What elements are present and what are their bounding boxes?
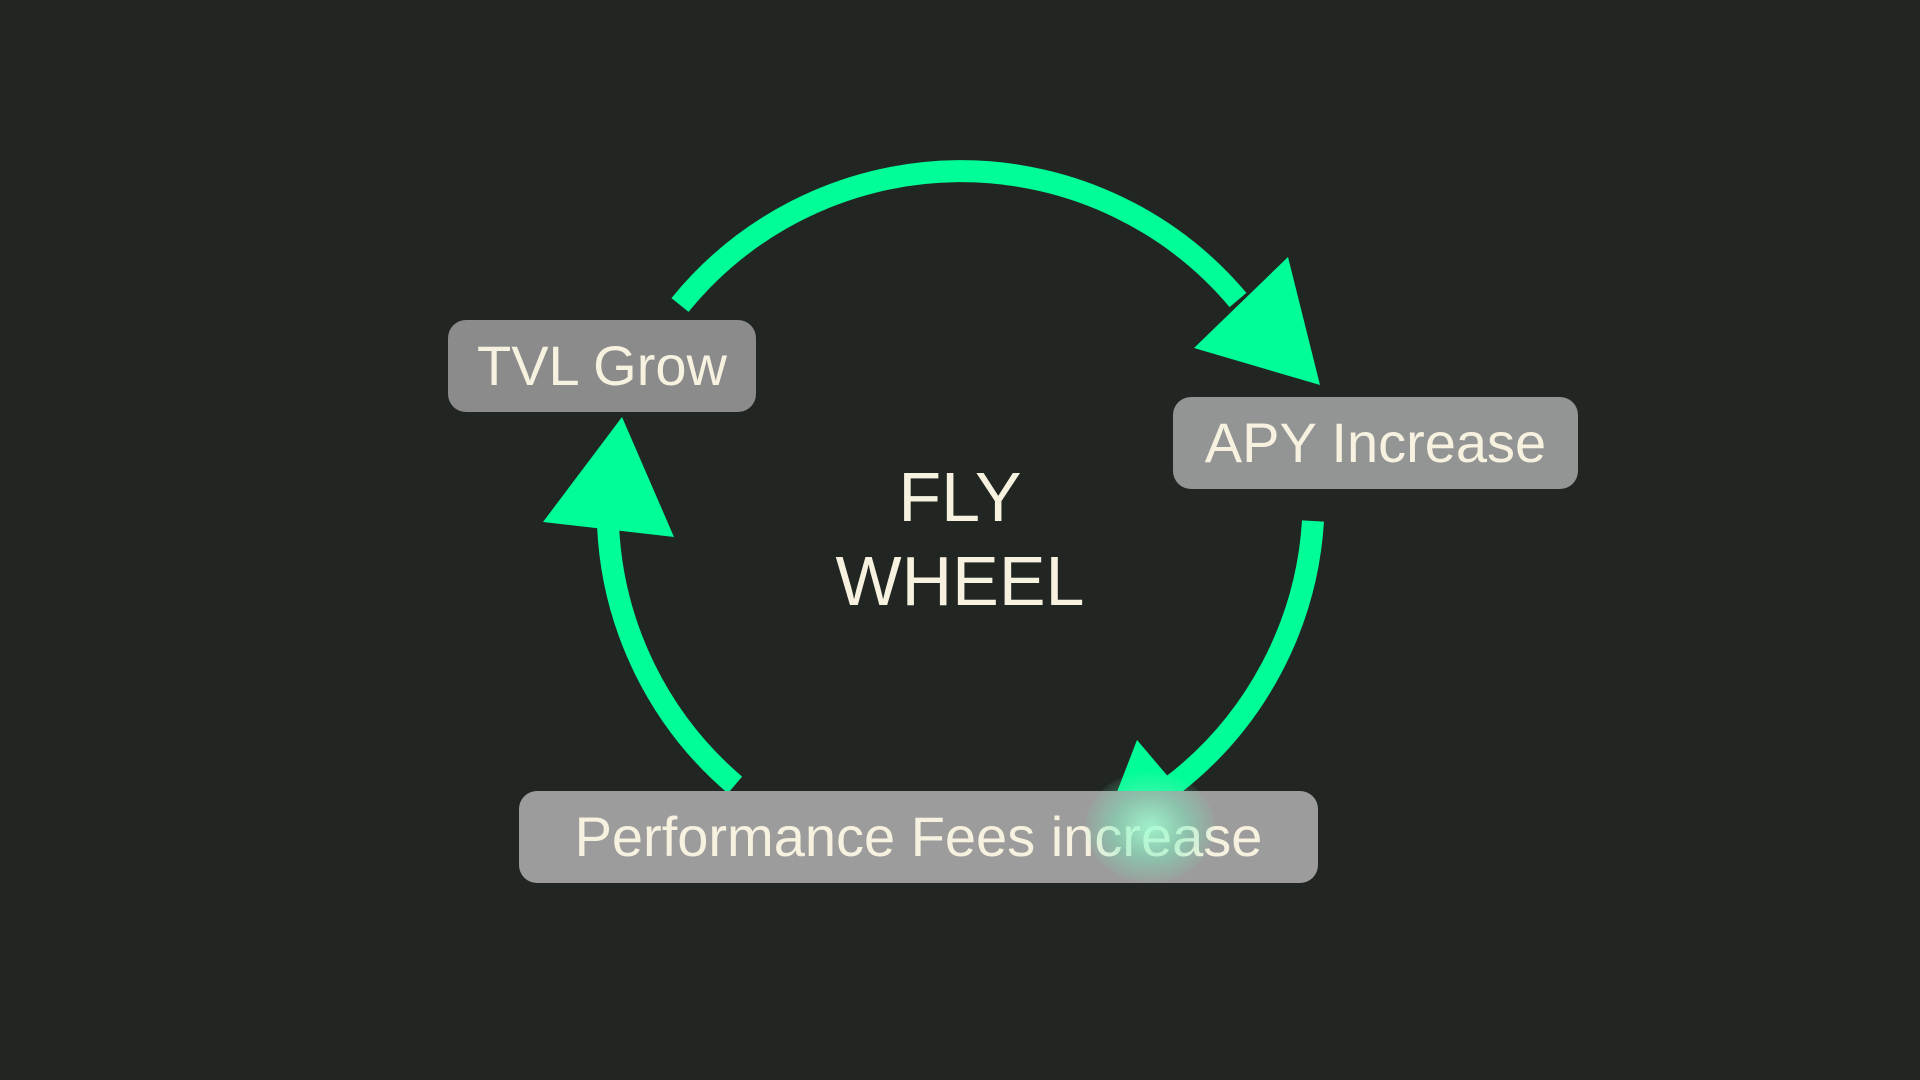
node-performance-fees-increase: Performance Fees increase xyxy=(519,791,1318,883)
node-tvl-grow: TVL Grow xyxy=(448,320,756,412)
center-title: FLY WHEEL xyxy=(760,455,1160,623)
node-tvl-grow-label: TVL Grow xyxy=(477,334,727,397)
center-title-line-2: WHEEL xyxy=(835,542,1085,620)
center-title-line-1: FLY xyxy=(898,458,1022,536)
node-performance-fees-label: Performance Fees increase xyxy=(574,805,1263,868)
arrow-head-to-tvl xyxy=(543,417,674,537)
arrow-head-to-apy xyxy=(1194,257,1320,385)
arrow-arc-fees-to-tvl xyxy=(597,524,743,794)
node-apy-increase: APY Increase xyxy=(1173,397,1578,489)
node-apy-increase-label: APY Increase xyxy=(1204,411,1547,474)
arrow-arc-tvl-to-apy xyxy=(671,160,1247,312)
arrow-arc-apy-to-fees xyxy=(1166,520,1324,794)
